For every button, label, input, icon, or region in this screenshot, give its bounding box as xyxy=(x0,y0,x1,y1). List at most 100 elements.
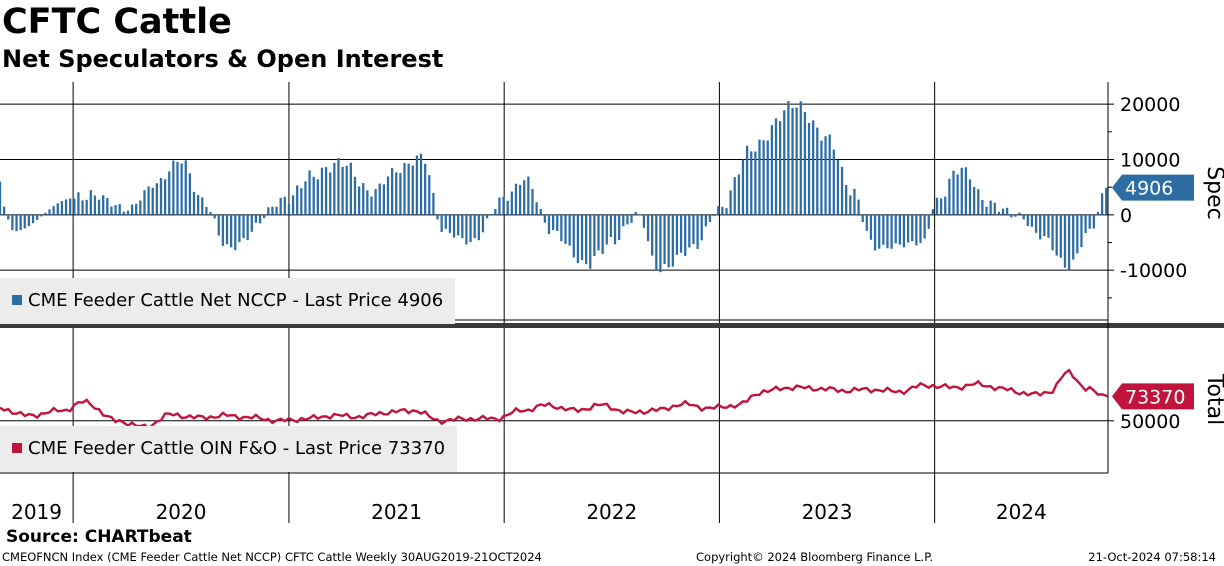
spec-bar xyxy=(766,140,769,215)
spec-bar xyxy=(15,214,18,232)
spec-bar xyxy=(341,166,344,215)
spec-bar xyxy=(816,127,819,215)
spec-bar xyxy=(799,101,802,215)
spec-bar xyxy=(729,190,732,215)
spec-bar xyxy=(989,200,992,215)
spec-bar xyxy=(659,214,662,273)
spec-bar xyxy=(679,214,683,253)
legend-total-swatch xyxy=(12,443,22,453)
spec-bar xyxy=(217,214,220,236)
spec-bar xyxy=(407,163,410,215)
spec-bar xyxy=(473,214,476,239)
spec-bar xyxy=(444,214,447,229)
spec-bar xyxy=(684,214,687,256)
spec-last-price-label: 4906 xyxy=(1125,178,1173,200)
spec-bar xyxy=(944,196,947,215)
spec-bar xyxy=(69,198,72,215)
spec-bar xyxy=(201,197,204,215)
copyright: Copyright© 2024 Bloomberg Finance L.P. xyxy=(696,550,933,564)
spec-bar xyxy=(560,214,563,242)
spec-bar xyxy=(36,214,39,220)
spec-bar xyxy=(779,121,782,215)
spec-bar xyxy=(824,136,827,215)
spec-bar xyxy=(287,203,291,215)
spec-bar xyxy=(568,214,571,246)
spec-bar xyxy=(300,188,303,215)
spec-bar xyxy=(551,214,555,231)
spec-bar xyxy=(415,155,419,215)
spec-bar xyxy=(869,214,873,240)
spec-bar xyxy=(242,214,245,239)
spec-bar xyxy=(1092,214,1095,229)
chart-subtitle: Net Speculators & Open Interest xyxy=(2,45,444,73)
spec-bar xyxy=(2,206,6,215)
spec-bar xyxy=(176,161,179,215)
spec-bar xyxy=(601,214,604,255)
spec-bar xyxy=(172,160,175,215)
spec-bar xyxy=(7,214,10,220)
spec-bar xyxy=(1055,214,1058,256)
spec-bar xyxy=(490,214,493,215)
spec-bar xyxy=(671,214,674,267)
spec-bar xyxy=(725,208,728,215)
spec-bar xyxy=(535,202,538,215)
spec-bar xyxy=(977,189,980,215)
spec-bar xyxy=(386,176,390,215)
spec-bar xyxy=(758,139,761,215)
spec-bar xyxy=(353,176,357,215)
spec-bar xyxy=(440,214,443,232)
spec-bar xyxy=(1010,214,1013,218)
spec-bar xyxy=(457,214,460,236)
spec-bar xyxy=(89,190,92,215)
spec-bar xyxy=(1072,214,1075,260)
spec-bar xyxy=(143,190,146,215)
spec-bar xyxy=(667,214,670,268)
spec-bar xyxy=(964,167,968,215)
spec-bar xyxy=(1001,208,1005,215)
spec-bar xyxy=(180,163,183,215)
spec-bar xyxy=(832,149,835,215)
spec-bar xyxy=(572,214,575,258)
spec-bar xyxy=(465,214,468,245)
spec-bar xyxy=(1051,214,1054,251)
spec-bar xyxy=(250,214,253,232)
spec-bar xyxy=(791,108,794,215)
spec-bar xyxy=(993,202,996,215)
spec-bar xyxy=(820,140,823,215)
spec-bar xyxy=(97,199,101,215)
spec-bar xyxy=(1067,214,1071,271)
spec-bar xyxy=(1084,214,1087,234)
spec-bar xyxy=(234,214,237,251)
legend-spec: CME Feeder Cattle Net NCCP - Last Price … xyxy=(0,278,456,324)
spec-bar xyxy=(939,198,943,215)
spec-bar xyxy=(580,214,584,261)
spec-bar xyxy=(333,162,336,215)
spec-y-tick-label: 0 xyxy=(1120,205,1132,227)
spec-bar xyxy=(849,195,852,215)
spec-bar xyxy=(1026,214,1029,226)
spec-bar xyxy=(1047,214,1050,238)
spec-bar xyxy=(952,170,955,215)
spec-bar xyxy=(316,179,319,215)
spec-bar xyxy=(308,170,311,215)
spec-bar xyxy=(48,209,51,215)
spec-bar xyxy=(345,165,348,215)
spec-bar xyxy=(1059,214,1062,258)
spec-bar xyxy=(807,122,811,215)
spec-bar xyxy=(663,214,666,265)
spec-bar xyxy=(795,107,798,215)
spec-bar xyxy=(853,188,856,215)
spec-bar xyxy=(477,214,480,241)
spec-bar xyxy=(737,174,740,215)
spec-bar xyxy=(205,206,208,215)
spec-bar xyxy=(828,134,831,215)
spec-bar xyxy=(531,188,534,215)
spec-bar xyxy=(1105,187,1108,215)
spec-bar xyxy=(267,207,270,215)
spec-bar xyxy=(1088,214,1091,229)
spec-bar xyxy=(894,214,897,244)
total-last-price-tag xyxy=(1112,383,1194,410)
spec-bar xyxy=(102,195,105,215)
spec-bar xyxy=(320,167,324,215)
